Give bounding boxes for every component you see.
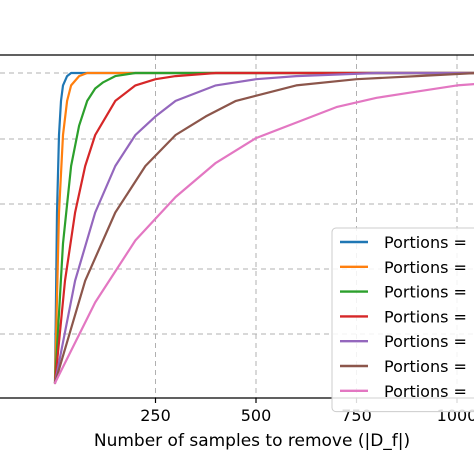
- x-tick-label: 250: [140, 406, 171, 425]
- series-line-3: [53, 71, 474, 385]
- series-line-6: [53, 72, 474, 385]
- series-line-2: [53, 71, 474, 385]
- legend-label-3: Portions =: [384, 283, 467, 302]
- legend-label-4: Portions =: [384, 307, 467, 326]
- legend-label-5: Portions =: [384, 332, 467, 351]
- series-line-5: [53, 71, 474, 385]
- series-line-7: [53, 82, 474, 385]
- legend-label-2: Portions =: [384, 258, 467, 277]
- series-line-4: [53, 71, 474, 385]
- grid: [0, 55, 474, 398]
- series-lines: [53, 71, 474, 385]
- legend-label-1: Portions =: [384, 233, 467, 252]
- x-axis-label: Number of samples to remove (|D_f|): [94, 431, 410, 451]
- legend-label-6: Portions =: [384, 357, 467, 376]
- legend: Portions = Portions = Portions = Portions =…: [331, 227, 474, 413]
- x-tick-label: 500: [241, 406, 272, 425]
- legend-label-7: Portions =: [384, 382, 467, 401]
